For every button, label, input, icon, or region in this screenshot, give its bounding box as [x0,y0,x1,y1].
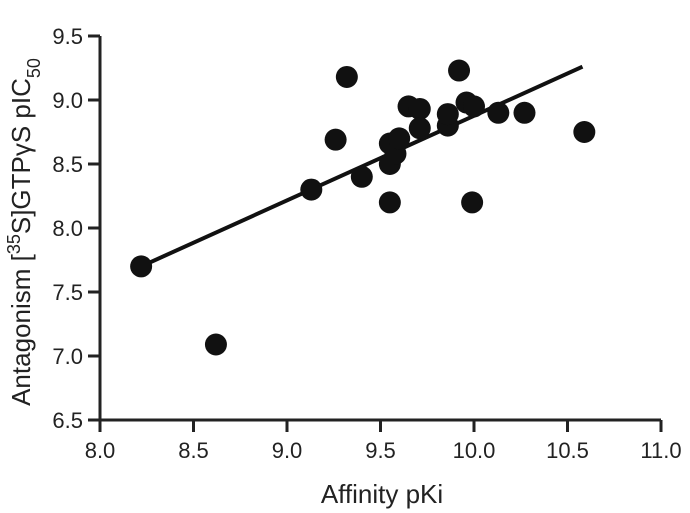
data-point [130,255,153,278]
data-point [487,101,510,124]
data-point [204,333,227,356]
data-point [408,97,431,120]
data-point [324,128,347,151]
data-point [300,178,323,201]
y-axis-label-superscript: 35 [4,234,24,254]
x-tick-label: 10.0 [453,438,496,463]
x-tick-label: 10.5 [546,438,589,463]
data-point [448,59,471,82]
x-tick-label: 8.0 [85,438,116,463]
y-tick-label: 9.5 [52,24,83,49]
data-point [513,101,536,124]
y-tick-label: 6.5 [52,408,83,433]
x-tick-label: 9.0 [272,438,303,463]
x-tick-label: 9.5 [365,438,396,463]
data-point [408,117,431,140]
y-tick-label: 9.0 [52,88,83,113]
data-point [350,165,373,188]
x-axis-label: Affinity pKi [321,479,443,509]
data-points [130,59,596,356]
y-axis-label-prefix: Antagonism [ [6,253,36,406]
y-tick-label: 8.5 [52,152,83,177]
axes [88,36,661,432]
y-tick-label: 7.5 [52,280,83,305]
data-point [378,191,401,214]
y-axis-label-subscript: 50 [24,58,44,78]
y-tick-label: 8.0 [52,216,83,241]
x-tick-label: 11.0 [640,438,681,463]
data-point [463,95,485,118]
data-point [335,65,358,88]
data-point [388,127,411,150]
data-point [461,191,484,214]
y-axis-label-middle: S]GTPγS pIC [6,78,36,234]
x-tick-label: 8.5 [178,438,209,463]
y-ticks: 6.5 7.0 7.5 8.0 8.5 9.0 9.5 [52,24,100,433]
y-axis-label: Antagonism [35S]GTPγS pIC50 [4,58,44,406]
data-point [573,121,596,143]
y-tick-label: 7.0 [52,344,83,369]
data-point [436,103,459,126]
x-ticks: 8.0 8.5 9.0 9.5 10.0 10.5 11.0 [85,420,682,463]
